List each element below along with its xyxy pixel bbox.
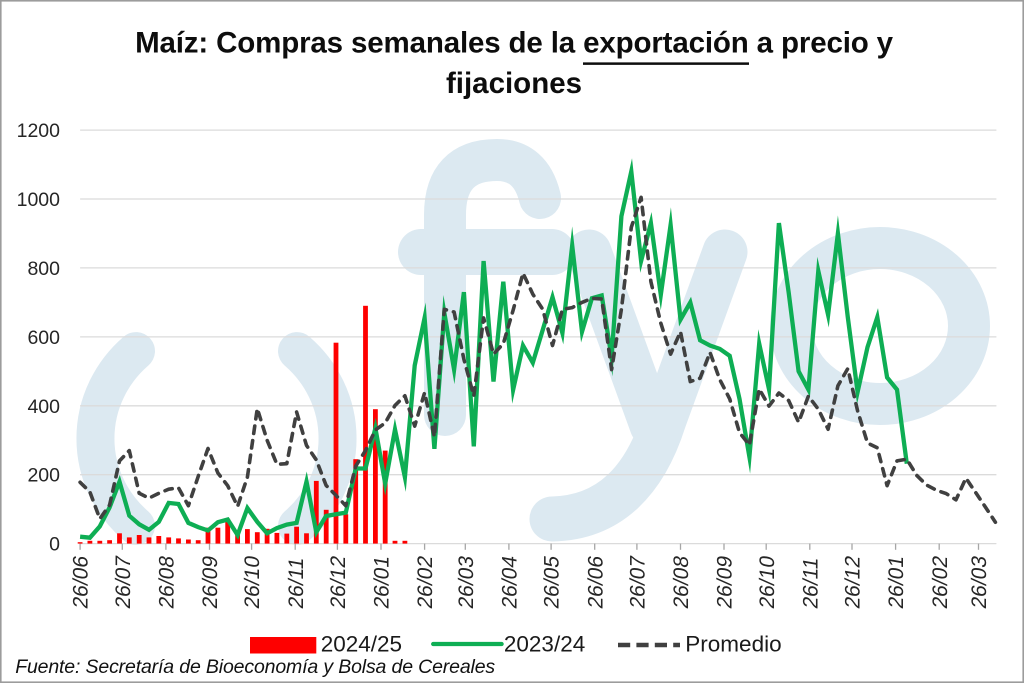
svg-text:26/04: 26/04 — [499, 554, 522, 611]
svg-text:26/02: 26/02 — [929, 554, 952, 611]
svg-text:26/12: 26/12 — [842, 554, 865, 611]
svg-text:0: 0 — [49, 534, 60, 556]
svg-text:2023/24: 2023/24 — [504, 632, 585, 657]
svg-text:400: 400 — [27, 396, 60, 418]
svg-text:1200: 1200 — [17, 120, 61, 142]
svg-text:2024/25: 2024/25 — [321, 632, 402, 657]
svg-text:26/09: 26/09 — [199, 554, 222, 611]
svg-text:1000: 1000 — [17, 189, 61, 211]
svg-text:26/07: 26/07 — [627, 554, 650, 611]
svg-text:26/05: 26/05 — [541, 554, 564, 611]
svg-text:26/09: 26/09 — [714, 554, 737, 611]
svg-text:26/10: 26/10 — [756, 554, 779, 611]
svg-text:26/12: 26/12 — [327, 554, 350, 611]
svg-text:26/10: 26/10 — [241, 554, 264, 611]
svg-text:26/03: 26/03 — [968, 554, 991, 611]
svg-text:26/01: 26/01 — [885, 554, 908, 611]
svg-text:26/01: 26/01 — [371, 554, 394, 611]
svg-text:200: 200 — [27, 465, 60, 487]
svg-text:800: 800 — [27, 258, 60, 280]
svg-text:Maíz: Compras semanales de la: Maíz: Compras semanales de la exportació… — [135, 27, 894, 60]
svg-text:26/03: 26/03 — [455, 554, 478, 611]
svg-text:Fuente: Secretaría de Bioecono: Fuente: Secretaría de Bioeconomía y Bols… — [15, 656, 495, 678]
svg-text:Promedio: Promedio — [685, 632, 781, 657]
svg-text:26/11: 26/11 — [285, 555, 308, 610]
svg-text:fijaciones: fijaciones — [446, 67, 582, 100]
svg-text:26/02: 26/02 — [414, 554, 437, 611]
svg-text:26/08: 26/08 — [670, 554, 693, 611]
svg-text:26/11: 26/11 — [800, 555, 823, 610]
svg-text:26/07: 26/07 — [112, 554, 135, 611]
svg-text:600: 600 — [27, 327, 60, 349]
svg-text:26/06: 26/06 — [70, 554, 93, 611]
svg-text:26/06: 26/06 — [584, 554, 607, 611]
svg-text:26/08: 26/08 — [156, 554, 179, 611]
